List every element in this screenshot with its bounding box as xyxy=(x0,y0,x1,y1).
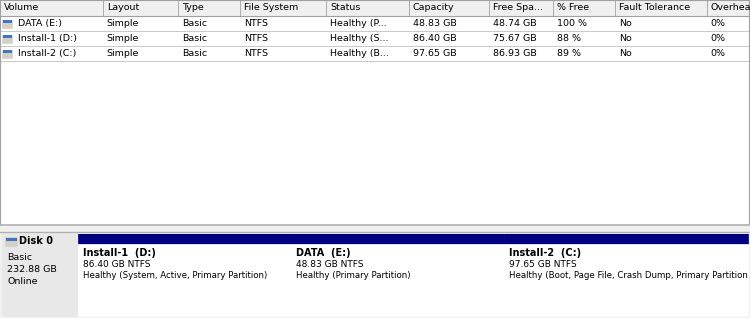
Bar xyxy=(0,0,750,16)
Text: NTFS: NTFS xyxy=(244,49,268,58)
Text: 48.83 GB: 48.83 GB xyxy=(413,19,457,28)
Text: 86.40 GB: 86.40 GB xyxy=(413,34,456,43)
Text: 0%: 0% xyxy=(710,34,725,43)
Bar xyxy=(2,50,12,58)
Text: Disk 0: Disk 0 xyxy=(19,237,53,246)
Text: Volume: Volume xyxy=(4,3,39,12)
Text: DATA  (E:): DATA (E:) xyxy=(296,248,351,258)
Bar xyxy=(2,20,11,23)
Text: Overhead: Overhead xyxy=(710,3,750,12)
Text: 232.88 GB: 232.88 GB xyxy=(7,265,57,274)
Text: 0%: 0% xyxy=(710,19,725,28)
Bar xyxy=(2,34,12,43)
Text: File System: File System xyxy=(244,3,298,12)
Bar xyxy=(0,16,750,31)
Bar xyxy=(5,238,16,241)
Bar xyxy=(504,244,748,316)
Bar xyxy=(2,232,748,316)
Text: 48.83 GB NTFS: 48.83 GB NTFS xyxy=(296,260,364,269)
Text: Install-1  (D:): Install-1 (D:) xyxy=(83,248,156,258)
Text: No: No xyxy=(619,49,632,58)
Text: % Free: % Free xyxy=(556,3,589,12)
Text: Healthy (Boot, Page File, Crash Dump, Primary Partition: Healthy (Boot, Page File, Crash Dump, Pr… xyxy=(509,271,748,280)
Text: Simple: Simple xyxy=(106,49,140,58)
Text: Install-2 (C:): Install-2 (C:) xyxy=(18,49,76,58)
Text: Healthy (S...: Healthy (S... xyxy=(330,34,388,43)
Bar xyxy=(2,35,11,38)
Text: Healthy (P...: Healthy (P... xyxy=(330,19,387,28)
Text: Install-2  (C:): Install-2 (C:) xyxy=(509,248,581,258)
Text: Install-1 (D:): Install-1 (D:) xyxy=(18,34,77,43)
Text: 75.67 GB: 75.67 GB xyxy=(493,34,537,43)
Bar xyxy=(291,232,504,244)
Text: 48.74 GB: 48.74 GB xyxy=(493,19,537,28)
Bar xyxy=(2,232,77,316)
Bar xyxy=(0,46,750,61)
Text: Simple: Simple xyxy=(106,34,140,43)
Text: Basic: Basic xyxy=(182,34,207,43)
Bar xyxy=(0,0,750,225)
Text: 97.65 GB: 97.65 GB xyxy=(413,49,456,58)
Text: NTFS: NTFS xyxy=(244,19,268,28)
Text: Healthy (System, Active, Primary Partition): Healthy (System, Active, Primary Partiti… xyxy=(83,271,267,280)
Bar xyxy=(504,232,748,244)
Text: Fault Tolerance: Fault Tolerance xyxy=(619,3,690,12)
Text: 97.65 GB NTFS: 97.65 GB NTFS xyxy=(509,260,577,269)
Bar xyxy=(0,225,750,234)
Text: Basic: Basic xyxy=(182,49,207,58)
Text: 86.93 GB: 86.93 GB xyxy=(493,49,537,58)
Bar xyxy=(2,50,11,53)
Text: Layout: Layout xyxy=(106,3,139,12)
Text: Simple: Simple xyxy=(106,19,140,28)
Bar xyxy=(5,237,17,246)
Text: Free Spa...: Free Spa... xyxy=(493,3,543,12)
Text: Status: Status xyxy=(330,3,361,12)
Bar xyxy=(291,244,504,316)
Text: 88 %: 88 % xyxy=(556,34,580,43)
Text: No: No xyxy=(619,34,632,43)
Text: Basic: Basic xyxy=(7,253,32,262)
Bar xyxy=(78,244,291,316)
Text: Online: Online xyxy=(7,277,38,286)
Text: Healthy (B...: Healthy (B... xyxy=(330,49,389,58)
Text: Capacity: Capacity xyxy=(413,3,454,12)
Bar xyxy=(2,19,12,27)
Text: 86.40 GB NTFS: 86.40 GB NTFS xyxy=(83,260,151,269)
Text: Type: Type xyxy=(182,3,203,12)
Bar xyxy=(0,230,750,318)
Text: DATA (E:): DATA (E:) xyxy=(18,19,62,28)
Bar xyxy=(0,31,750,46)
Text: 100 %: 100 % xyxy=(556,19,586,28)
Text: Healthy (Primary Partition): Healthy (Primary Partition) xyxy=(296,271,410,280)
Text: 89 %: 89 % xyxy=(556,49,580,58)
Bar xyxy=(78,232,291,244)
Text: Basic: Basic xyxy=(182,19,207,28)
Text: No: No xyxy=(619,19,632,28)
Text: 0%: 0% xyxy=(710,49,725,58)
Text: NTFS: NTFS xyxy=(244,34,268,43)
